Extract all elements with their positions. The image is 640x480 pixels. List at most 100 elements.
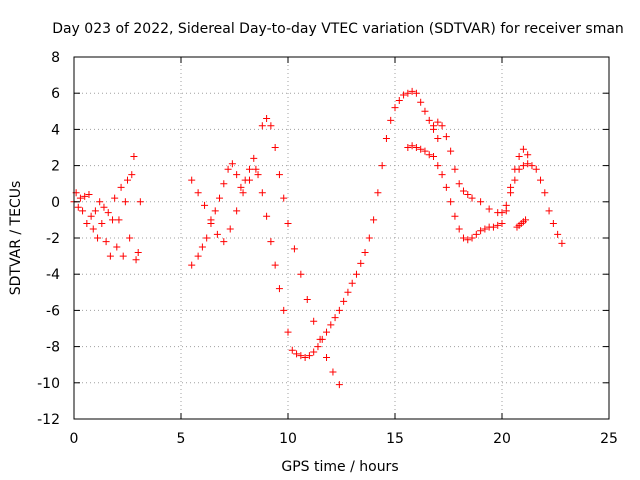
data-point <box>267 122 275 130</box>
data-point <box>237 183 245 191</box>
data-point <box>115 216 123 224</box>
y-axis-title: SDTVAR / TECUs <box>8 181 24 296</box>
chart-title: Day 023 of 2022, Sidereal Day-to-day VTE… <box>52 21 624 37</box>
y-axis: -12 -10 -8 -6 -4 -2 0 2 4 6 8 <box>37 50 609 428</box>
data-point <box>537 176 545 184</box>
data-point <box>226 225 234 233</box>
data-point <box>130 153 138 161</box>
data-point <box>541 189 549 197</box>
data-point <box>459 234 467 242</box>
x-axis-title: GPS time / hours <box>281 459 398 475</box>
series-segment-5 <box>430 118 532 217</box>
data-point <box>545 207 553 215</box>
data-point <box>472 230 480 238</box>
data-point <box>74 203 82 211</box>
data-point <box>109 216 117 224</box>
y-tick-label: -6 <box>46 303 60 319</box>
data-point <box>245 165 253 173</box>
data-point <box>81 192 89 200</box>
data-point <box>284 328 292 336</box>
data-point <box>331 314 339 322</box>
data-point <box>250 154 258 162</box>
data-point <box>378 162 386 170</box>
data-point <box>303 296 311 304</box>
data-point <box>310 348 318 356</box>
y-tick-label: 0 <box>51 195 60 211</box>
data-point <box>211 207 219 215</box>
data-point <box>203 234 211 242</box>
data-point <box>216 194 224 202</box>
data-point <box>455 225 463 233</box>
data-point <box>198 243 206 251</box>
data-point <box>382 134 390 142</box>
data-point <box>188 261 196 269</box>
data-point <box>438 122 446 130</box>
data-point <box>524 160 532 168</box>
x-tick-label: 10 <box>279 431 297 447</box>
data-point <box>224 165 232 173</box>
data-point <box>119 252 127 260</box>
data-point <box>498 209 506 217</box>
data-point <box>524 151 532 159</box>
data-point <box>374 189 382 197</box>
data-point <box>136 198 144 206</box>
data-point <box>271 144 279 151</box>
data-point <box>126 234 134 242</box>
data-point <box>233 171 241 179</box>
data-point <box>468 234 476 242</box>
data-point <box>335 381 343 389</box>
data-layer <box>70 87 566 389</box>
data-point <box>314 343 322 351</box>
data-point <box>554 230 562 238</box>
data-point <box>519 162 527 170</box>
data-point <box>124 176 131 184</box>
data-point <box>87 212 95 220</box>
x-tick-label: 5 <box>177 431 186 447</box>
data-point <box>271 261 279 269</box>
y-tick-label: -8 <box>46 340 60 356</box>
data-point <box>489 223 497 231</box>
data-point <box>408 87 416 95</box>
data-point <box>213 230 221 238</box>
data-point <box>329 368 337 376</box>
data-point <box>522 216 530 224</box>
data-point <box>447 198 455 206</box>
data-point <box>280 194 288 202</box>
data-point <box>111 194 119 202</box>
y-tick-label: 8 <box>51 50 60 66</box>
data-point <box>430 122 438 130</box>
data-point <box>263 115 271 123</box>
data-point <box>245 176 253 184</box>
data-point <box>220 238 228 246</box>
data-point <box>404 144 412 151</box>
data-point <box>400 91 408 99</box>
series-segment-6 <box>513 216 530 231</box>
data-point <box>327 321 335 329</box>
data-point <box>532 165 540 173</box>
data-point <box>89 225 97 233</box>
data-point <box>511 176 519 184</box>
data-point <box>387 116 395 124</box>
data-point <box>425 151 433 159</box>
data-point <box>430 153 438 161</box>
data-point <box>442 133 450 141</box>
data-point <box>498 220 506 228</box>
data-point <box>361 248 369 256</box>
data-point <box>106 252 114 260</box>
data-point <box>239 189 247 197</box>
data-point <box>100 203 108 211</box>
data-point <box>344 288 352 296</box>
data-point <box>128 171 136 179</box>
data-point <box>455 180 463 188</box>
y-tick-label: 4 <box>51 122 60 138</box>
data-point <box>404 89 412 97</box>
data-point <box>254 171 262 179</box>
data-point <box>316 335 324 343</box>
data-point <box>335 306 343 314</box>
data-point <box>228 160 236 168</box>
data-point <box>297 270 305 278</box>
data-point <box>104 209 112 217</box>
data-point <box>207 216 215 224</box>
data-point <box>434 118 442 126</box>
series-segment-4 <box>404 142 566 247</box>
